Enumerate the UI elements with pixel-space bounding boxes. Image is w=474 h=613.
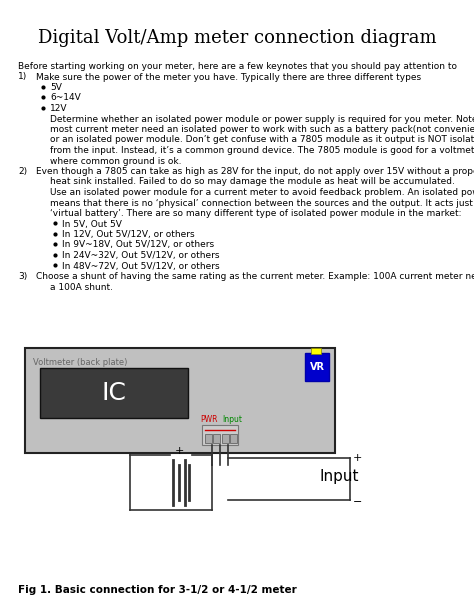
- Text: Determine whether an isolated power module or power supply is required for you m: Determine whether an isolated power modu…: [50, 115, 474, 123]
- Text: VR: VR: [310, 362, 325, 372]
- Text: Even though a 7805 can take as high as 28V for the input, do not apply over 15V : Even though a 7805 can take as high as 2…: [36, 167, 474, 176]
- Text: Make sure the power of the meter you have. Typically there are three different t: Make sure the power of the meter you hav…: [36, 72, 421, 82]
- Bar: [311, 348, 321, 354]
- Text: from the input. Instead, it’s a common ground device. The 7805 module is good fo: from the input. Instead, it’s a common g…: [50, 146, 474, 155]
- Text: 2): 2): [18, 167, 27, 176]
- Text: In 12V, Out 5V/12V, or others: In 12V, Out 5V/12V, or others: [62, 230, 195, 239]
- Text: Voltmeter (back plate): Voltmeter (back plate): [33, 358, 128, 367]
- Bar: [213, 434, 220, 443]
- Text: 6~14V: 6~14V: [50, 94, 81, 102]
- Text: means that there is no ‘physical’ connection between the sources and the output.: means that there is no ‘physical’ connec…: [50, 199, 474, 207]
- Text: or an isolated power module. Don’t get confuse with a 7805 module as it output i: or an isolated power module. Don’t get c…: [50, 135, 474, 145]
- Text: 1): 1): [18, 72, 27, 82]
- Text: most current meter need an isolated power to work with such as a battery pack(no: most current meter need an isolated powe…: [50, 125, 474, 134]
- Text: Input: Input: [320, 470, 359, 484]
- Text: 5V: 5V: [50, 83, 62, 92]
- Bar: [205, 434, 212, 443]
- Text: Before starting working on your meter, here are a few keynotes that you should p: Before starting working on your meter, h…: [18, 62, 457, 71]
- Text: PWR: PWR: [201, 416, 218, 424]
- Text: Choose a shunt of having the same rating as the current meter. Example: 100A cur: Choose a shunt of having the same rating…: [36, 272, 474, 281]
- Text: +: +: [174, 446, 184, 456]
- Bar: [40, 368, 188, 418]
- Bar: [222, 434, 229, 443]
- Text: IC: IC: [101, 381, 127, 405]
- Text: In 9V~18V, Out 5V/12V, or others: In 9V~18V, Out 5V/12V, or others: [62, 240, 214, 249]
- Text: heat sink installed. Failed to do so may damage the module as heat will be accum: heat sink installed. Failed to do so may…: [50, 178, 455, 186]
- Text: a 100A shunt.: a 100A shunt.: [50, 283, 113, 292]
- Bar: [25, 348, 335, 453]
- Text: ‘virtual battery’. There are so many different type of isolated power module in : ‘virtual battery’. There are so many dif…: [50, 209, 462, 218]
- Text: 12V: 12V: [50, 104, 67, 113]
- Text: Input: Input: [222, 416, 242, 424]
- Text: −: −: [353, 497, 363, 507]
- Text: Digital Volt/Amp meter connection diagram: Digital Volt/Amp meter connection diagra…: [38, 29, 436, 47]
- Bar: [305, 353, 329, 381]
- Text: +: +: [353, 453, 363, 463]
- Text: In 48V~72V, Out 5V/12V, or others: In 48V~72V, Out 5V/12V, or others: [62, 262, 219, 270]
- Bar: [202, 425, 238, 445]
- Bar: [230, 434, 237, 443]
- Text: In 24V~32V, Out 5V/12V, or others: In 24V~32V, Out 5V/12V, or others: [62, 251, 219, 260]
- Text: Fig 1. Basic connection for 3-1/2 or 4-1/2 meter: Fig 1. Basic connection for 3-1/2 or 4-1…: [18, 585, 297, 595]
- Text: 3): 3): [18, 272, 27, 281]
- Text: where common ground is ok.: where common ground is ok.: [50, 156, 182, 166]
- Text: Use an isolated power module for a current meter to avoid feedback problem. An i: Use an isolated power module for a curre…: [50, 188, 474, 197]
- Text: In 5V, Out 5V: In 5V, Out 5V: [62, 219, 122, 229]
